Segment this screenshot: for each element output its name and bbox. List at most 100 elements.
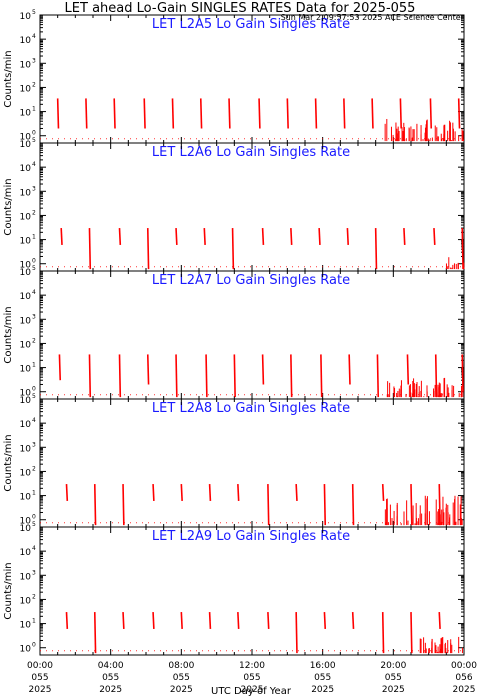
y-tick-label: 10 bbox=[20, 237, 32, 247]
chart-panel-3: LET L2A7 Lo Gain Singles Rate Counts/min 1… bbox=[3, 265, 465, 400]
spike bbox=[351, 484, 355, 526]
y-tick-label: 10 bbox=[20, 316, 32, 326]
spike bbox=[237, 484, 240, 501]
data-series bbox=[40, 98, 465, 142]
y-tick-label: 10 bbox=[20, 645, 32, 655]
panel-title: LET L2A7 Lo Gain Singles Rate bbox=[152, 273, 350, 288]
y-tick-exponent: 4 bbox=[32, 161, 36, 168]
y-tick-label: 10 bbox=[20, 340, 32, 350]
spike bbox=[60, 228, 63, 245]
chart-panel-2: LET L2A6 Lo Gain Singles Rate Counts/min 1… bbox=[3, 137, 465, 272]
spike bbox=[208, 484, 212, 501]
chart-panel-4: LET L2A8 Lo Gain Singles Rate Counts/min 1… bbox=[3, 393, 465, 528]
x-tick-year: 2025 bbox=[382, 685, 405, 695]
y-axis-label: Counts/min bbox=[3, 434, 14, 491]
y-tick-exponent: 3 bbox=[32, 185, 36, 192]
spike bbox=[146, 354, 150, 385]
spike bbox=[146, 228, 150, 270]
spike bbox=[318, 228, 321, 245]
y-tick-label: 10 bbox=[20, 292, 32, 302]
spike bbox=[113, 98, 116, 129]
spike bbox=[152, 612, 155, 629]
y-tick-label: 10 bbox=[20, 109, 32, 119]
y-axis-label: Counts/min bbox=[3, 306, 14, 363]
spike bbox=[433, 228, 436, 245]
spike bbox=[180, 612, 183, 629]
spike bbox=[88, 228, 92, 270]
spike bbox=[261, 354, 265, 385]
spike bbox=[295, 484, 298, 501]
spike bbox=[122, 612, 125, 629]
y-tick-exponent: 0 bbox=[32, 258, 36, 265]
spike bbox=[323, 612, 327, 629]
spike bbox=[323, 484, 327, 526]
y-tick-exponent: 5 bbox=[32, 265, 36, 272]
x-tick-doy: 055 bbox=[102, 673, 119, 683]
spike bbox=[85, 98, 88, 129]
y-tick-exponent: 5 bbox=[32, 137, 36, 144]
y-tick-exponent: 0 bbox=[32, 642, 36, 649]
chart-panel-1: LET L2A5 Lo Gain Singles Rate Counts/min 1… bbox=[3, 9, 465, 144]
y-tick-exponent: 2 bbox=[32, 209, 36, 216]
y-tick-label: 10 bbox=[20, 60, 32, 70]
panel-title: LET L2A8 Lo Gain Singles Rate bbox=[152, 401, 350, 416]
spike bbox=[343, 98, 346, 129]
y-tick-label: 10 bbox=[20, 396, 32, 406]
panel-title: LET L2A9 Lo Gain Singles Rate bbox=[152, 529, 350, 544]
spike bbox=[314, 98, 318, 129]
chart-panels: LET L2A5 Lo Gain Singles Rate Counts/min 1… bbox=[3, 9, 465, 656]
y-tick-exponent: 0 bbox=[32, 514, 36, 521]
spike bbox=[461, 228, 464, 270]
y-tick-exponent: 3 bbox=[32, 441, 36, 448]
x-tick-year: 2025 bbox=[29, 685, 52, 695]
y-tick-label: 10 bbox=[20, 420, 32, 430]
spike bbox=[228, 98, 231, 129]
y-tick-exponent: 0 bbox=[32, 386, 36, 393]
figure-title: LET ahead Lo-Gain SINGLES RATES Data for… bbox=[65, 1, 416, 16]
spike bbox=[122, 484, 125, 526]
spike bbox=[410, 612, 413, 654]
timestamp-label: Sun Mar 2 09:57:53 2025 ACE Science Cent… bbox=[281, 13, 465, 22]
x-tick-doy: 055 bbox=[243, 673, 260, 683]
y-tick-label: 10 bbox=[20, 524, 32, 534]
y-axis-label: Counts/min bbox=[3, 178, 14, 235]
y-tick-label: 10 bbox=[20, 261, 32, 271]
x-tick-time: 12:00 bbox=[239, 661, 265, 671]
spike bbox=[180, 484, 183, 501]
y-tick-label: 10 bbox=[20, 389, 32, 399]
y-tick-exponent: 4 bbox=[32, 545, 36, 552]
y-tick-label: 10 bbox=[20, 164, 32, 174]
y-tick-exponent: 4 bbox=[32, 417, 36, 424]
spike bbox=[410, 484, 413, 526]
x-tick-doy: 055 bbox=[31, 673, 48, 683]
panel-title: LET L2A5 Lo Gain Singles Rate bbox=[152, 17, 350, 32]
y-tick-label: 10 bbox=[20, 493, 32, 503]
y-tick-label: 10 bbox=[20, 36, 32, 46]
y-tick-exponent: 3 bbox=[32, 57, 36, 64]
spike bbox=[203, 228, 206, 245]
spike bbox=[320, 354, 323, 398]
spike bbox=[58, 354, 62, 381]
spike bbox=[348, 354, 351, 385]
data-series bbox=[40, 228, 465, 270]
spike bbox=[290, 354, 293, 398]
spike bbox=[65, 484, 69, 501]
data-series bbox=[40, 484, 464, 526]
y-tick-label: 10 bbox=[20, 517, 32, 527]
spike bbox=[143, 98, 146, 129]
spike bbox=[118, 228, 122, 245]
data-series bbox=[40, 612, 464, 654]
spike bbox=[286, 98, 289, 129]
spike bbox=[261, 228, 265, 245]
spike bbox=[429, 98, 433, 129]
x-tick-doy: 056 bbox=[455, 673, 472, 683]
spike bbox=[457, 98, 461, 129]
y-tick-label: 10 bbox=[20, 468, 32, 478]
y-tick-exponent: 3 bbox=[32, 313, 36, 320]
x-tick-doy: 055 bbox=[314, 673, 331, 683]
y-tick-label: 10 bbox=[20, 444, 32, 454]
y-tick-exponent: 5 bbox=[32, 9, 36, 16]
y-tick-exponent: 1 bbox=[32, 234, 36, 241]
